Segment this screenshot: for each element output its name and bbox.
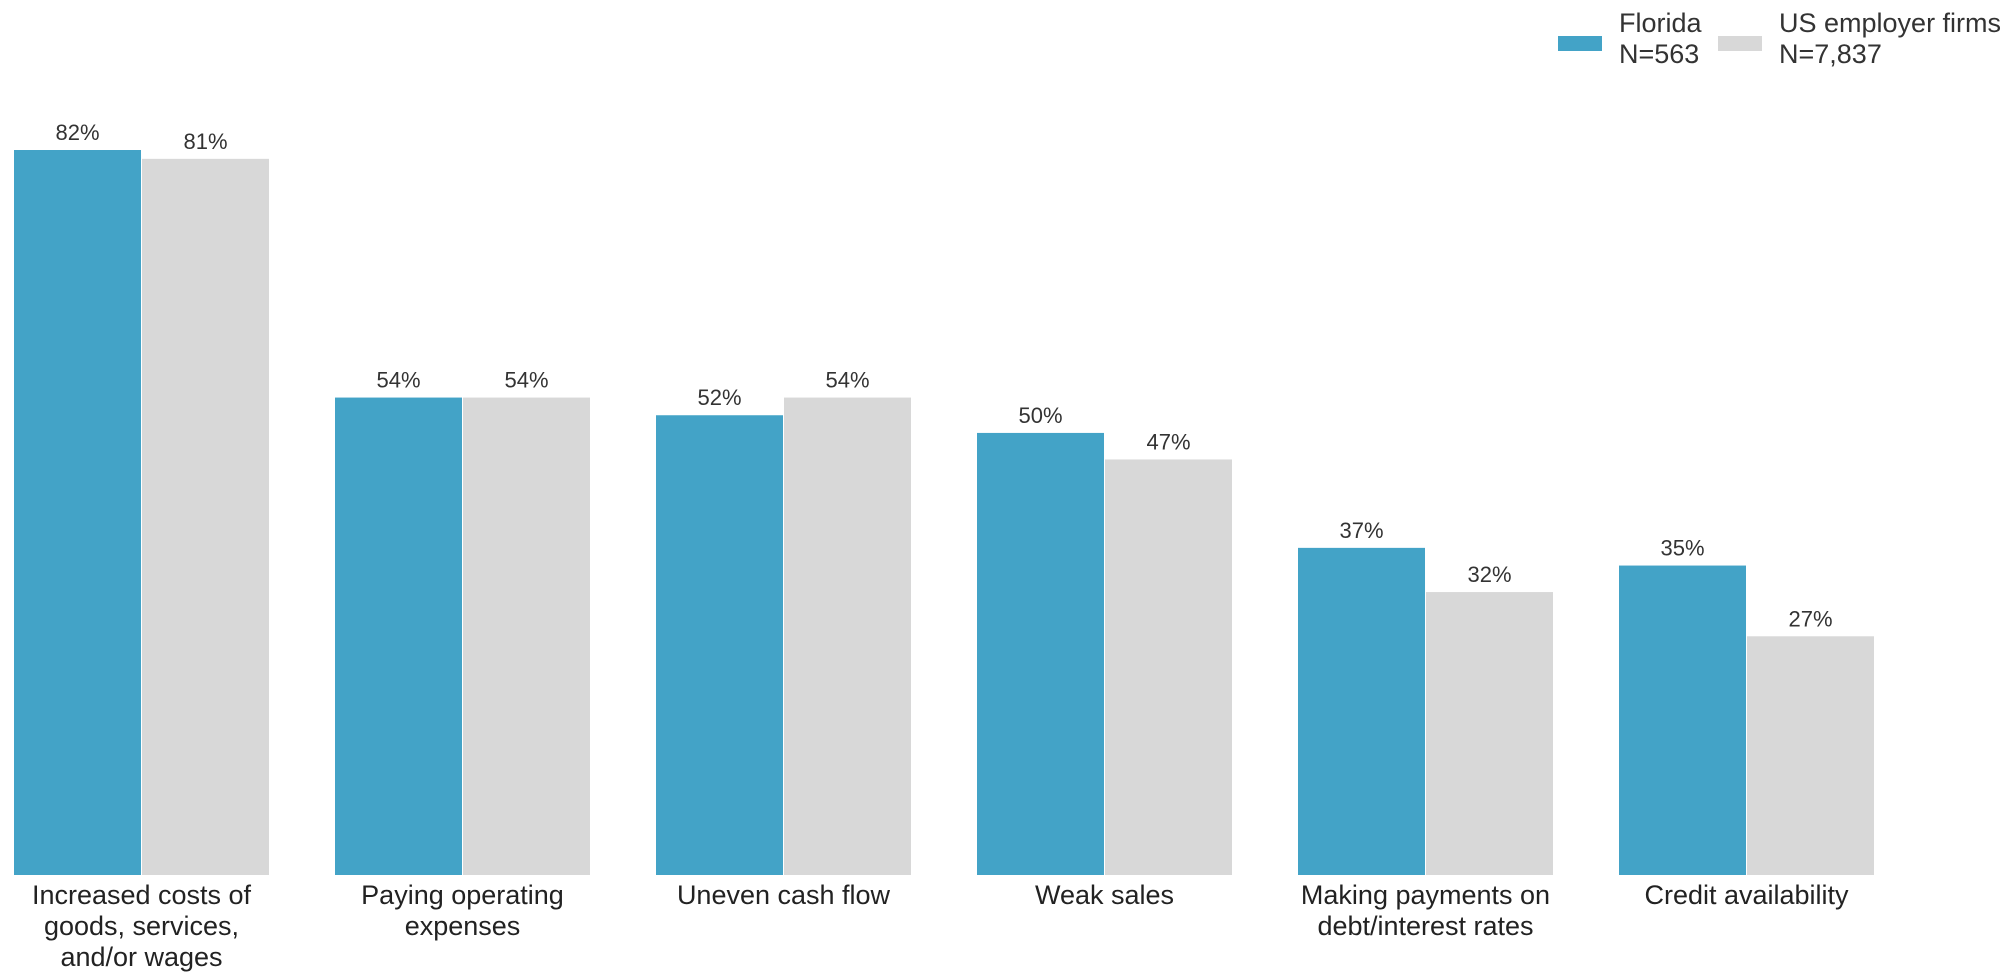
bar-us-4 bbox=[1426, 592, 1553, 875]
bar-us-1 bbox=[463, 397, 590, 875]
value-label: 54% bbox=[825, 368, 869, 393]
category-label: Credit availability bbox=[1644, 880, 1849, 910]
bar-florida-1 bbox=[335, 397, 462, 875]
value-labels-layer: 82% 81% 54% 54% 52% 54% 50% 47% 37% 32% 35% 27% bbox=[55, 120, 1832, 631]
value-label: 50% bbox=[1018, 403, 1062, 428]
value-label: 54% bbox=[504, 368, 548, 393]
legend-label: US employer firms bbox=[1779, 8, 2001, 38]
bar-us-5 bbox=[1747, 636, 1874, 875]
category-label: Increased costs of bbox=[32, 880, 252, 910]
value-label: 54% bbox=[376, 368, 420, 393]
category-label: Paying operating bbox=[361, 880, 564, 910]
value-label: 47% bbox=[1146, 429, 1190, 454]
bar-florida-2 bbox=[656, 415, 783, 875]
bar-us-0 bbox=[142, 158, 269, 876]
legend-swatch-us bbox=[1718, 36, 1762, 51]
category-label: Making payments on bbox=[1301, 880, 1550, 910]
bar-us-2 bbox=[784, 397, 911, 875]
bar-florida-4 bbox=[1298, 547, 1425, 875]
bar-florida-0 bbox=[14, 150, 141, 875]
bar-florida-5 bbox=[1619, 565, 1746, 875]
value-label: 37% bbox=[1339, 518, 1383, 543]
legend-swatch-florida bbox=[1558, 36, 1602, 51]
value-label: 35% bbox=[1660, 536, 1704, 561]
category-label: expenses bbox=[405, 911, 521, 941]
bar-us-3 bbox=[1105, 459, 1232, 875]
legend-label: N=7,837 bbox=[1779, 39, 1882, 69]
value-label: 82% bbox=[55, 120, 99, 145]
bar-florida-3 bbox=[977, 432, 1104, 875]
value-label: 32% bbox=[1467, 562, 1511, 587]
value-label: 27% bbox=[1788, 606, 1832, 631]
category-label: debt/interest rates bbox=[1317, 911, 1533, 941]
legend-label: N=563 bbox=[1619, 39, 1699, 69]
category-label: Weak sales bbox=[1035, 880, 1174, 910]
category-label: Uneven cash flow bbox=[677, 880, 891, 910]
bars-layer bbox=[14, 150, 1874, 876]
legend-label: Florida bbox=[1619, 8, 1703, 38]
value-label: 52% bbox=[697, 385, 741, 410]
value-label: 81% bbox=[183, 129, 227, 154]
category-label: goods, services, bbox=[44, 911, 239, 941]
category-label: and/or wages bbox=[60, 942, 222, 972]
